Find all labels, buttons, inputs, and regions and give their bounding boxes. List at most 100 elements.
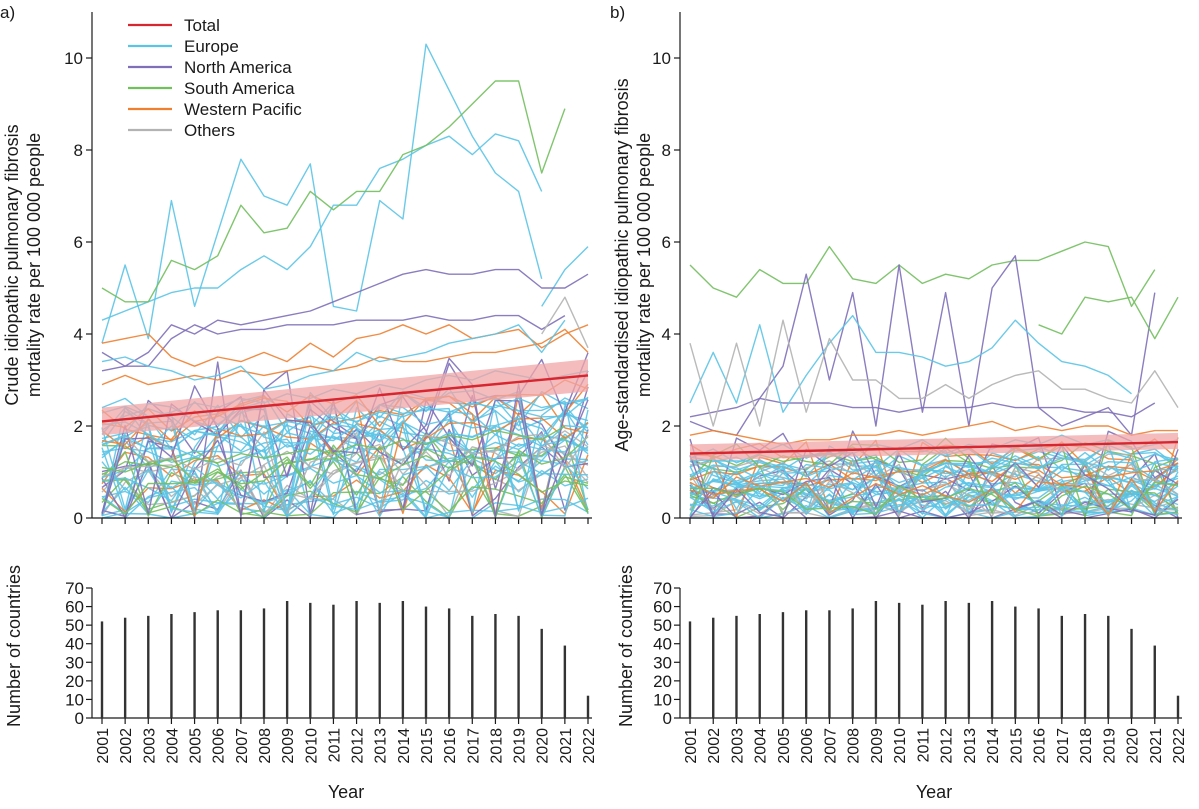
country-line [689, 444, 1179, 519]
year-tick-label: 2006 [799, 728, 816, 764]
year-tick-label: 2008 [257, 728, 274, 764]
count-y-tick-label: 30 [65, 653, 84, 672]
country-count-bar [285, 601, 289, 718]
country-count-bar [921, 604, 924, 718]
year-tick-label: 2007 [234, 728, 251, 764]
legend-label-north-america: North America [184, 58, 292, 77]
count-y-tick-label: 10 [653, 690, 672, 709]
country-count-bar [828, 610, 831, 718]
series-line-others [689, 319, 1179, 427]
panel-a-line-chart: 0 2 4 6 8 10 [64, 12, 592, 528]
year-tick-label: 2004 [164, 728, 181, 764]
year-tick-label: 2016 [1032, 728, 1049, 764]
country-count-bar [1176, 695, 1180, 718]
country-count-bar [735, 615, 738, 718]
country-count-bar [781, 612, 785, 718]
panel-a-axes: 0 2 4 6 8 10 [64, 12, 592, 528]
legend: Total Europe North America South America… [128, 16, 302, 140]
series-line-europe [101, 397, 589, 450]
country-line [101, 481, 589, 519]
year-tick-label: 2011 [326, 728, 343, 763]
y-tick-label: 8 [74, 141, 83, 160]
country-count-bar [804, 610, 808, 718]
country-count-bar [1153, 645, 1156, 718]
year-tick-label: 2019 [512, 728, 529, 764]
series-line-south-america [1038, 296, 1179, 340]
year-tick-label: 2021 [558, 728, 575, 764]
count-y-tick-label: 30 [653, 653, 672, 672]
year-tick-label: 2020 [1125, 728, 1142, 764]
year-tick-label: 2002 [118, 728, 135, 764]
panel-b-xlabel: Year [916, 782, 952, 802]
year-tick-label: 2015 [1008, 728, 1025, 764]
country-count-bar [563, 645, 567, 718]
country-count-bar [447, 608, 451, 718]
count-y-tick-label: 50 [65, 616, 84, 635]
country-count-bar [688, 621, 692, 718]
country-line [101, 417, 589, 516]
country-line [689, 468, 1179, 518]
year-tick-label: 2019 [1101, 728, 1118, 764]
panel-b-axes: 0 2 4 6 8 10 [652, 12, 1182, 528]
country-count-bar [1037, 608, 1040, 718]
year-tick-label: 2014 [985, 728, 1002, 764]
year-tick-label: 2022 [581, 728, 598, 764]
year-tick-label: 2015 [419, 728, 436, 764]
year-tick-label: 2011 [915, 728, 932, 763]
country-count-bar [401, 601, 405, 718]
year-tick-label: 2002 [706, 728, 723, 764]
legend-label-others: Others [184, 121, 235, 140]
count-y-tick-label: 0 [75, 709, 84, 728]
year-tick-label: 2006 [211, 728, 228, 764]
total-trend-line [101, 374, 589, 423]
y-tick-label: 2 [662, 417, 671, 436]
year-tick-label: 2018 [488, 728, 505, 764]
total-trend-line [689, 440, 1179, 455]
country-count-bar [494, 614, 497, 718]
panel-b-label: b) [610, 3, 625, 22]
y-tick-label: 6 [662, 233, 671, 252]
year-tick-label: 2016 [442, 728, 459, 764]
country-count-bar [1060, 615, 1064, 718]
series-line-north-america [101, 268, 589, 367]
count-y-tick-label: 10 [65, 690, 84, 709]
year-tick-label: 2003 [729, 728, 746, 764]
panel-a-xlabel: Year [328, 782, 364, 802]
country-line [689, 490, 1179, 519]
y-tick-label: 4 [74, 325, 83, 344]
country-count-bar [967, 602, 971, 718]
year-tick-label: 2008 [846, 728, 863, 764]
country-count-bar [239, 610, 243, 718]
year-tick-label: 2013 [962, 728, 979, 764]
country-line [101, 404, 589, 516]
y-tick-label: 2 [74, 417, 83, 436]
country-count-bar [1130, 628, 1133, 718]
country-line [689, 470, 1179, 517]
year-tick-label: 2009 [869, 728, 886, 764]
country-count-bar [424, 606, 428, 718]
series-line-europe [101, 133, 543, 321]
panel-b-ylabel-line1: Age-standardised idiopathic pulmonary fi… [612, 78, 632, 451]
year-tick-label: 2017 [1055, 728, 1072, 764]
series-line-western-pacific [101, 328, 589, 386]
country-count-bar [712, 617, 715, 718]
panel-a-label: a) [0, 3, 15, 22]
year-tick-label: 2014 [396, 728, 413, 764]
series-line-europe [101, 319, 566, 390]
panel-a-ylabel-line2: mortality rate per 100 000 people [24, 133, 44, 397]
country-count-bar [193, 612, 196, 718]
series-line-europe [689, 314, 1132, 413]
series-line-south-america [101, 425, 566, 473]
country-line [101, 410, 589, 511]
count-y-tick-label: 70 [653, 579, 672, 598]
series-line-western-pacific [101, 324, 589, 367]
y-tick-label: 6 [74, 233, 83, 252]
country-count-bar [309, 602, 312, 718]
country-line [101, 430, 589, 510]
country-line [689, 476, 1179, 519]
country-count-bar [1014, 606, 1017, 718]
year-tick-label: 2005 [188, 728, 205, 764]
